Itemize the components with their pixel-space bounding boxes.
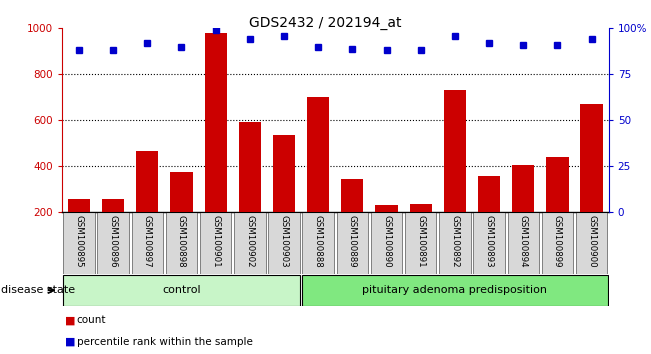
Bar: [542, 212, 573, 274]
Bar: [371, 212, 402, 274]
Bar: [581, 104, 603, 212]
Text: GSM100902: GSM100902: [245, 216, 255, 268]
Text: GSM100896: GSM100896: [109, 216, 118, 268]
Text: GSM100888: GSM100888: [314, 216, 323, 268]
Bar: [307, 97, 329, 212]
Text: GSM100898: GSM100898: [177, 216, 186, 268]
Bar: [239, 121, 261, 212]
Bar: [512, 165, 534, 212]
Text: GSM100899: GSM100899: [553, 216, 562, 268]
Bar: [405, 212, 436, 274]
Text: GSM100895: GSM100895: [74, 216, 83, 268]
Text: disease state: disease state: [1, 285, 76, 295]
Bar: [302, 275, 607, 306]
Text: control: control: [162, 285, 201, 295]
Bar: [102, 199, 124, 212]
Bar: [341, 179, 363, 212]
Bar: [576, 212, 607, 274]
Text: ■: ■: [65, 315, 76, 325]
Bar: [63, 275, 300, 306]
Text: percentile rank within the sample: percentile rank within the sample: [77, 337, 253, 347]
Bar: [337, 212, 368, 274]
Bar: [200, 212, 231, 274]
Text: pituitary adenoma predisposition: pituitary adenoma predisposition: [363, 285, 547, 295]
Text: GSM100894: GSM100894: [519, 216, 528, 268]
Text: GSM100892: GSM100892: [450, 216, 460, 268]
Bar: [204, 33, 227, 212]
Text: GSM100890: GSM100890: [382, 216, 391, 268]
Bar: [303, 212, 334, 274]
Text: GSM100903: GSM100903: [279, 216, 288, 268]
Text: GSM100889: GSM100889: [348, 216, 357, 268]
Bar: [273, 135, 295, 212]
Text: GSM100900: GSM100900: [587, 216, 596, 268]
Text: ■: ■: [65, 337, 76, 347]
Bar: [63, 212, 94, 274]
Text: GSM100901: GSM100901: [211, 216, 220, 268]
Bar: [473, 212, 505, 274]
Text: GSM100891: GSM100891: [416, 216, 425, 268]
Text: GSM100893: GSM100893: [484, 216, 493, 268]
Bar: [68, 199, 90, 212]
Bar: [444, 91, 466, 212]
Bar: [478, 176, 500, 212]
Bar: [376, 205, 398, 212]
Bar: [439, 212, 471, 274]
Bar: [171, 172, 193, 212]
Bar: [409, 204, 432, 212]
Bar: [234, 212, 266, 274]
Bar: [546, 157, 568, 212]
Bar: [98, 212, 129, 274]
Text: GSM100897: GSM100897: [143, 216, 152, 268]
Text: GDS2432 / 202194_at: GDS2432 / 202194_at: [249, 16, 402, 30]
Bar: [132, 212, 163, 274]
Bar: [268, 212, 299, 274]
Bar: [508, 212, 539, 274]
Bar: [166, 212, 197, 274]
Bar: [136, 152, 158, 212]
Text: count: count: [77, 315, 106, 325]
